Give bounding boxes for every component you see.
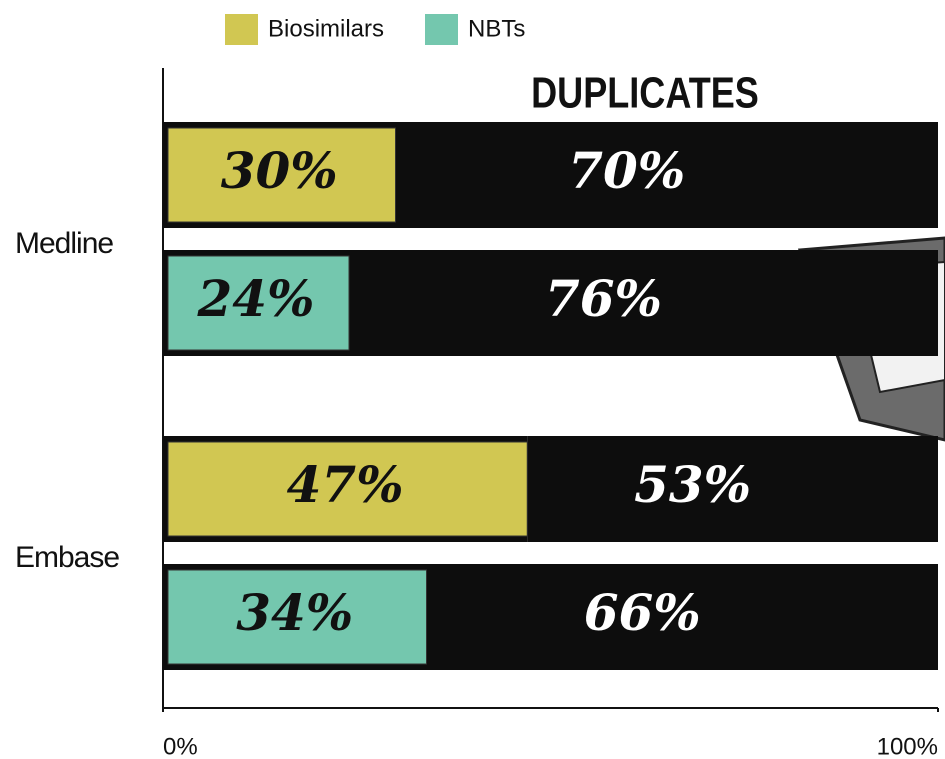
legend-swatch [225, 14, 258, 45]
duplicate-bar [349, 250, 938, 356]
value-label: 34% [236, 583, 353, 642]
x-tick-label: 0% [163, 733, 198, 759]
duplicate-label: 70% [568, 141, 685, 200]
duplicate-bar [426, 564, 938, 670]
x-tick-label: 100% [877, 733, 938, 759]
legend-swatch [425, 14, 458, 45]
bar [167, 255, 350, 351]
value-label: 30% [221, 141, 338, 200]
value-label: 24% [196, 269, 314, 328]
legend-label: NBTs [468, 15, 525, 42]
category-label: Embase [15, 541, 119, 574]
duplicate-label: 76% [545, 269, 662, 328]
duplicates-title: DUPLICATES [531, 68, 759, 117]
duplicate-label: 53% [634, 455, 751, 514]
duplicate-label: 66% [584, 583, 701, 642]
duplicate-bar [395, 122, 938, 228]
value-label: 47% [287, 455, 404, 514]
bar [167, 569, 427, 665]
legend-label: Biosimilars [268, 15, 384, 42]
category-label: Medline [15, 227, 113, 260]
bar [167, 441, 528, 537]
bar [167, 127, 396, 223]
duplicate-bar [527, 436, 938, 542]
